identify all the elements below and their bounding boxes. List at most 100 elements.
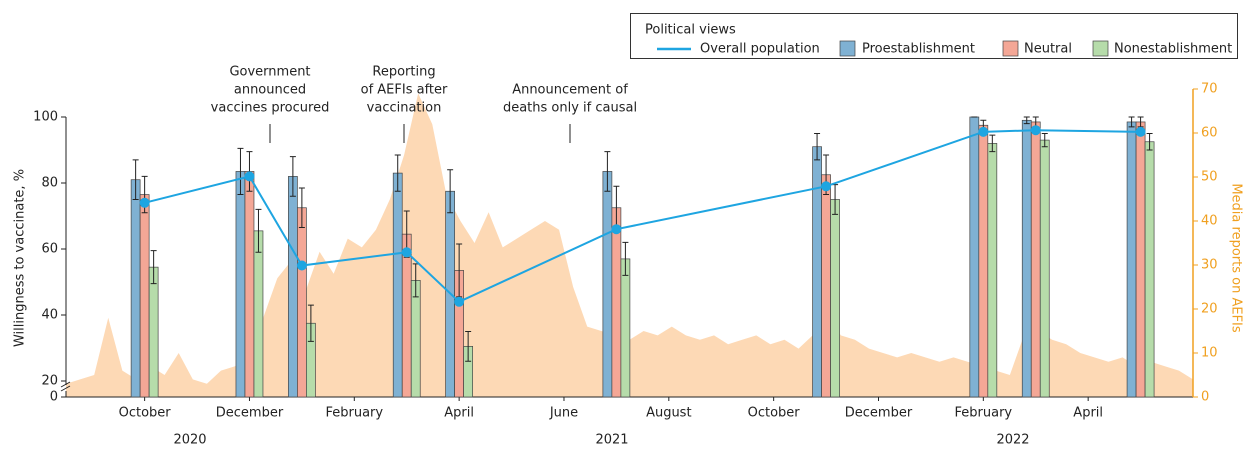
y-tick-label: 100 [33,110,58,125]
bar [253,230,264,398]
annotation: vaccines procured [211,101,330,116]
y-axis-label: Willingness to vaccinate, % [13,169,28,347]
bar [1021,119,1032,398]
bar [969,116,980,398]
legend-swatch [1092,40,1109,57]
year-label: 2020 [173,433,206,448]
annotation: Reporting [372,65,435,80]
legend-swatch [839,40,856,57]
x-tick-label: June [549,406,578,421]
bar [297,207,307,398]
line-marker [401,247,412,258]
legend-title: Political views [645,23,736,38]
annotation: Announcement of [512,83,628,98]
y2-axis-label: Media reports on AEFIs [1229,183,1244,333]
line-marker [244,171,255,182]
error-bar [622,241,629,276]
bar [821,174,831,398]
y2-tick-label: 30 [1201,258,1218,273]
error-bar [1128,116,1135,128]
error-bar [604,151,611,192]
y2-tick-label: 60 [1201,126,1218,141]
x-tick-label: April [444,406,474,421]
error-bar [394,154,401,192]
bar [1144,141,1155,398]
x-tick-label: October [119,406,172,421]
line-marker [611,224,622,235]
annotation: vaccination [367,101,442,116]
annotation: of AEFIs after [361,83,448,98]
y-tick-label: 40 [41,308,58,323]
x-tick-label: February [325,406,383,421]
x-tick-label: December [845,406,913,421]
line [144,129,1141,303]
error-bar [814,133,821,161]
error-bar [447,169,454,214]
y-tick-label: 60 [41,242,58,257]
legend-label: Proestablishment [862,42,975,57]
x-tick-label: August [646,406,692,421]
x-tick-label: December [216,406,284,421]
legend-box [630,13,1238,59]
bar [244,171,255,398]
year-label: 2022 [996,433,1029,448]
bar [611,207,622,398]
y-tick-label: 20 [41,374,58,389]
x-tick-label: February [955,406,1013,421]
annotation: Government [229,65,310,80]
annotation: announced [234,83,306,98]
axis-break [60,381,71,392]
y2-tick-label: 40 [1201,214,1218,229]
bar [978,124,989,398]
y2-tick-label: 50 [1201,170,1218,185]
bar [130,179,141,398]
y2-tick-label: 10 [1201,346,1218,361]
bar [410,280,421,398]
bar [288,176,298,398]
legend-label: Neutral [1024,42,1072,57]
line-marker [978,126,989,137]
bar [1126,121,1137,398]
line-marker [454,296,465,307]
error-bar [132,159,139,200]
bar [620,258,631,398]
year-label: 2021 [595,433,628,448]
y2-tick-label: 0 [1201,390,1209,405]
legend-swatch [1002,40,1019,57]
bar [401,233,412,398]
y2-tick-label: 70 [1201,82,1218,97]
bar [139,194,150,398]
y2-tick-label: 20 [1201,302,1218,317]
media-area [66,93,1193,398]
error-bar [289,156,296,197]
error-bar [150,250,157,285]
line-marker [821,181,832,192]
x-tick-label: April [1073,406,1103,421]
bar [830,199,840,398]
bar [1135,121,1146,398]
annotation: deaths only if causal [503,101,637,116]
error-bar [1023,116,1030,125]
error-bar [1041,133,1048,148]
line-marker [139,197,150,208]
bar [1039,139,1050,398]
bar [812,146,822,398]
error-bar [237,147,244,196]
error-bar [989,134,996,153]
error-bar [465,331,472,362]
bar [235,171,246,398]
legend-label: Nonestablishment [1114,42,1232,57]
x-tick-label: October [748,406,801,421]
bar [602,171,613,398]
y-tick-label: 0 [50,390,58,405]
error-bar [307,304,314,342]
line-marker [1135,126,1146,137]
line-marker [296,260,307,271]
y-tick-label: 80 [41,176,58,191]
error-bar [255,208,262,253]
line-marker [1030,125,1041,136]
error-bar [1146,133,1153,151]
bar [148,266,159,398]
